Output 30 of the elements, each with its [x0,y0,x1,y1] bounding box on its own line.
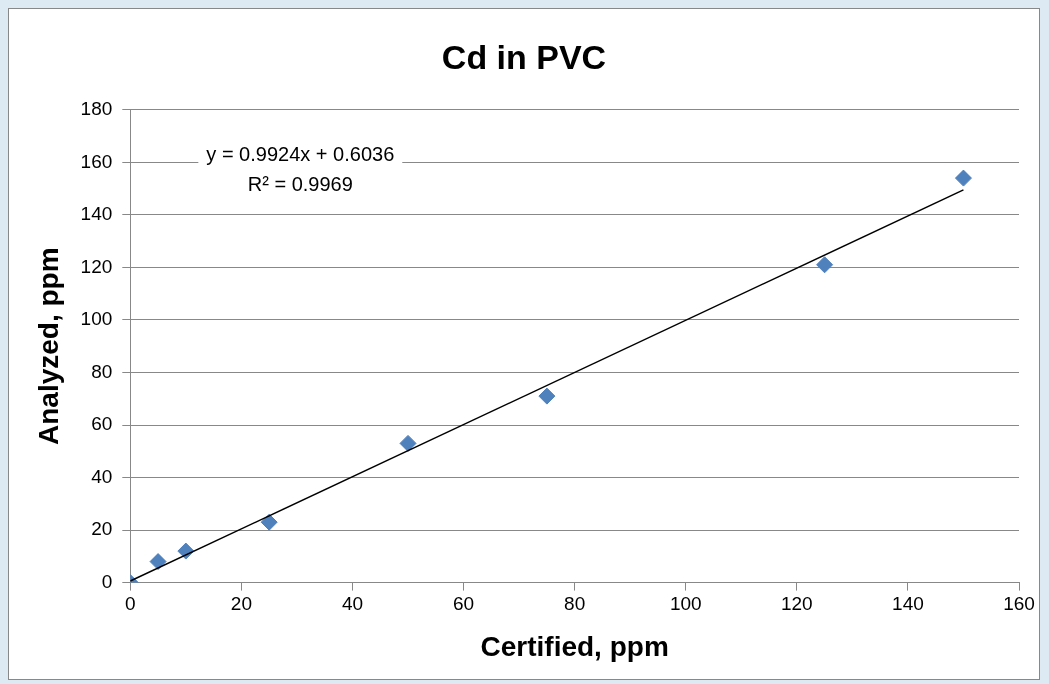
y-tick-label: 80 [91,360,113,382]
x-tick-label: 20 [230,593,252,615]
point [260,513,278,531]
x-tick-label: 160 [1003,593,1035,615]
y-tick-label: 60 [91,413,113,435]
point [816,256,834,274]
y-tick-label: 140 [80,203,113,225]
point [399,434,417,452]
y-tick-label: 20 [91,518,113,540]
chart-title: Cd in PVC [441,37,607,76]
y-tick-label: 100 [80,308,113,330]
x-tick-label: 0 [125,593,136,615]
point [538,387,556,405]
x-tick-label: 60 [452,593,475,615]
annotation: R² = 0.9969 [247,173,353,196]
x-axis-title: Certified, ppm [480,630,669,662]
x-tick-label: 40 [341,593,364,615]
x-tick-label: 140 [892,593,924,615]
x-tick-label: 120 [780,593,813,615]
point [954,169,972,187]
x-tick-label: 100 [669,593,702,615]
y-tick-label: 0 [101,570,113,592]
annotation: y = 0.9924x + 0.6036 [206,143,395,166]
y-axis-title: Analyzed, ppm [32,247,64,445]
y-tick-label: 160 [80,150,113,172]
y-tick-label: 120 [80,255,113,277]
y-tick-label: 180 [80,98,113,120]
x-tick-label: 80 [564,593,586,615]
point [149,553,167,571]
y-tick-label: 40 [91,465,113,487]
